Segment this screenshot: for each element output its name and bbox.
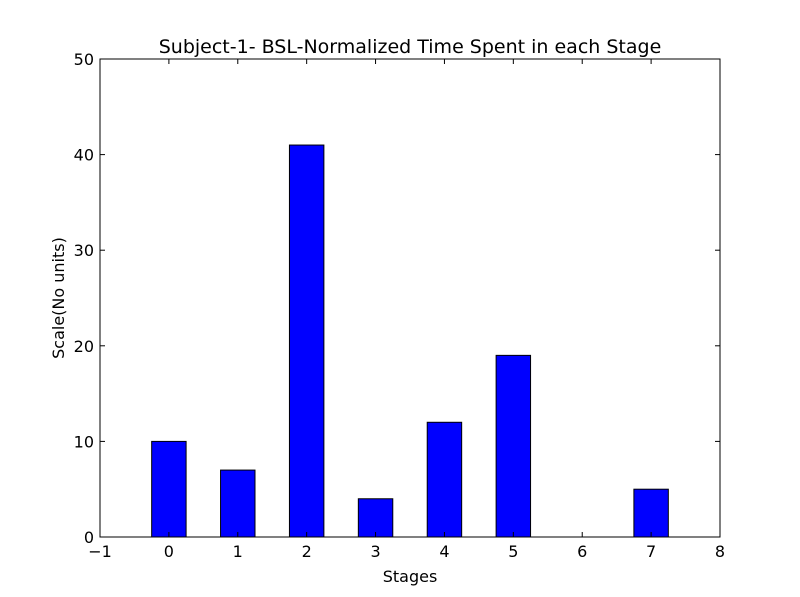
y-tick-label: 20 xyxy=(74,337,94,356)
bar-stage-0 xyxy=(151,440,187,538)
bar-stage-7 xyxy=(633,488,669,538)
x-tick-label: 5 xyxy=(508,542,518,561)
x-tick-label: 0 xyxy=(164,542,174,561)
x-axis-label: Stages xyxy=(383,567,438,586)
x-tick-label: 7 xyxy=(646,542,656,561)
x-tick-label: 1 xyxy=(233,542,243,561)
y-tick-label: 40 xyxy=(74,146,94,165)
bar-stage-4 xyxy=(426,421,463,538)
x-tick-label: 2 xyxy=(302,542,312,561)
bar-stage-5 xyxy=(495,354,532,538)
y-tick-label: 50 xyxy=(74,50,94,69)
x-tick-label: 4 xyxy=(439,542,449,561)
x-tick-label: 6 xyxy=(577,542,587,561)
y-axis-label: Scale(No units) xyxy=(49,237,68,359)
bar-stage-2 xyxy=(288,144,325,538)
plot-frame xyxy=(99,58,721,538)
y-tick-label: 30 xyxy=(74,241,94,260)
y-tick-label: 0 xyxy=(84,528,94,547)
x-tick-label: 3 xyxy=(370,542,380,561)
y-tick-label: 10 xyxy=(74,432,94,451)
chart-title: Subject-1- BSL-Normalized Time Spent in … xyxy=(159,36,662,58)
bar-stage-3 xyxy=(357,498,394,538)
x-tick-label: 8 xyxy=(715,542,725,561)
bars-group xyxy=(151,144,669,538)
bar-stage-1 xyxy=(220,469,256,538)
x-tick-label: −1 xyxy=(88,542,112,561)
